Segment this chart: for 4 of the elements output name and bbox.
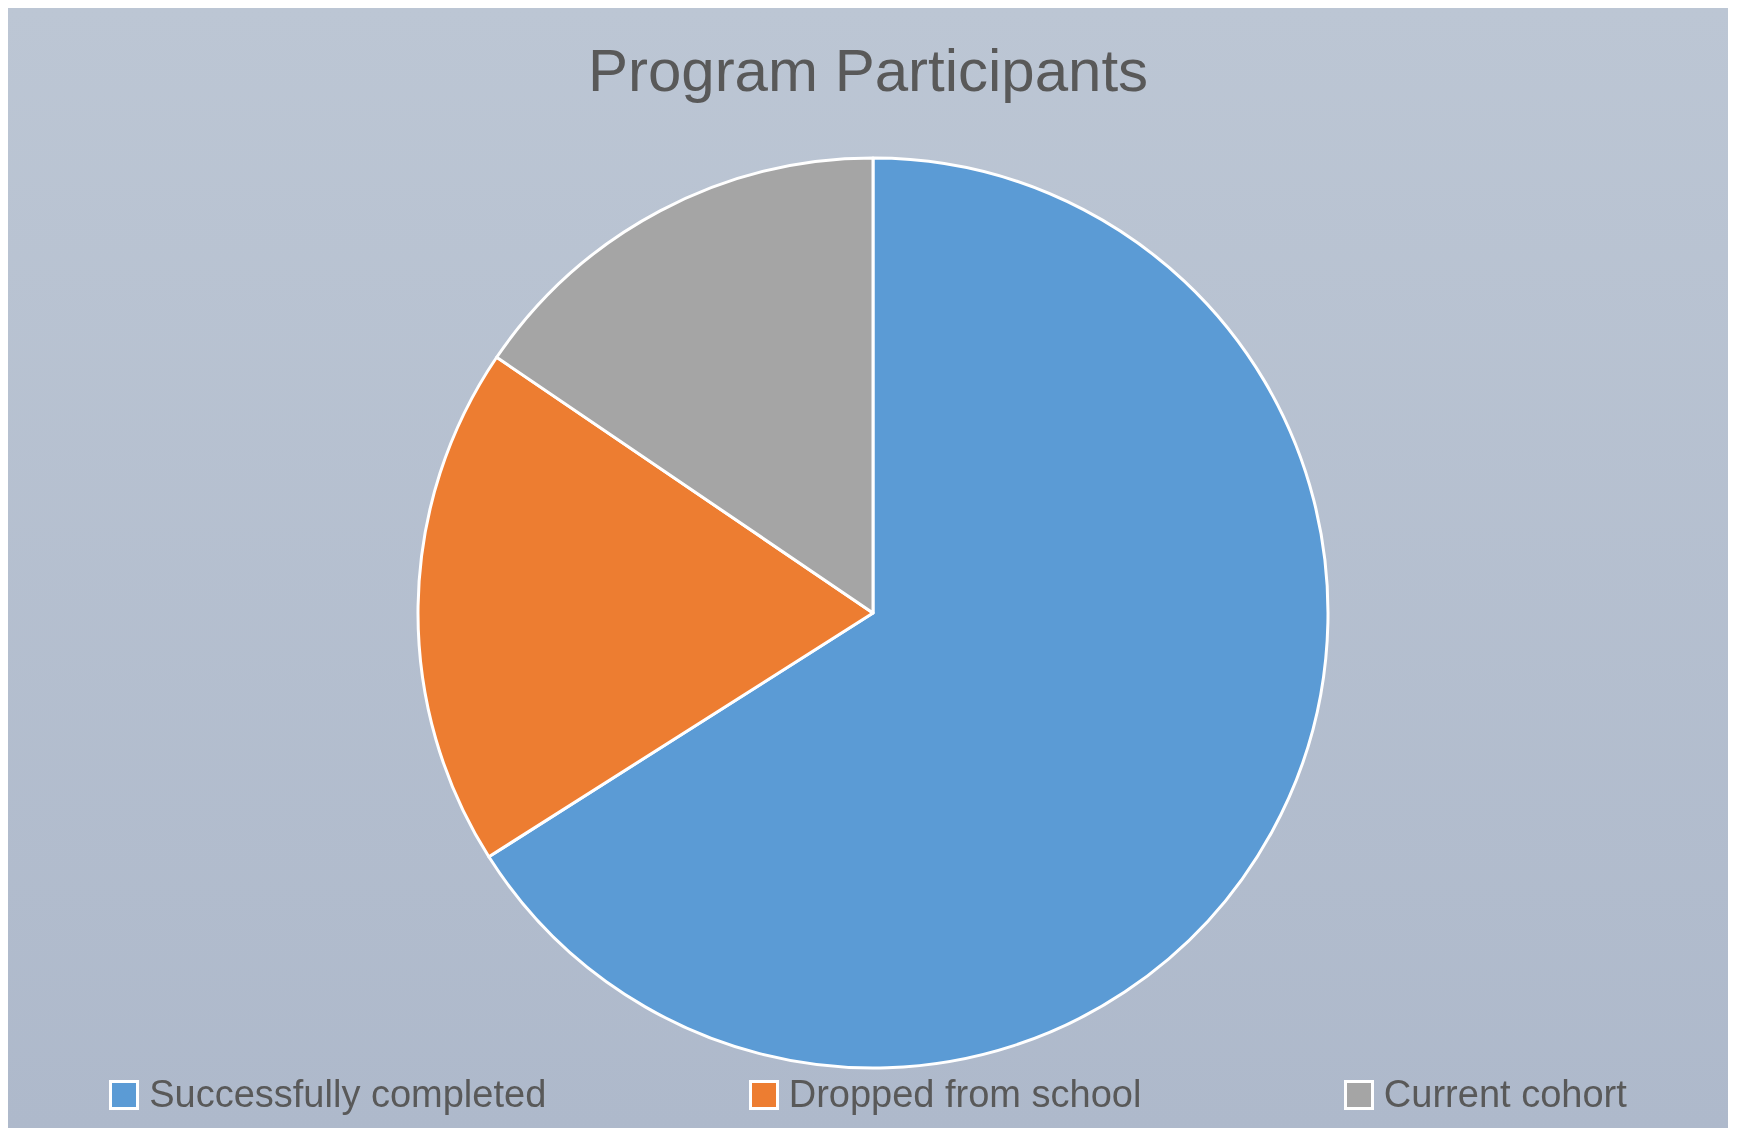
- legend-label: Successfully completed: [149, 1073, 547, 1116]
- legend-label: Dropped from school: [788, 1073, 1142, 1116]
- chart-title: Program Participants: [586, 36, 1150, 105]
- legend-label: Current cohort: [1383, 1073, 1627, 1116]
